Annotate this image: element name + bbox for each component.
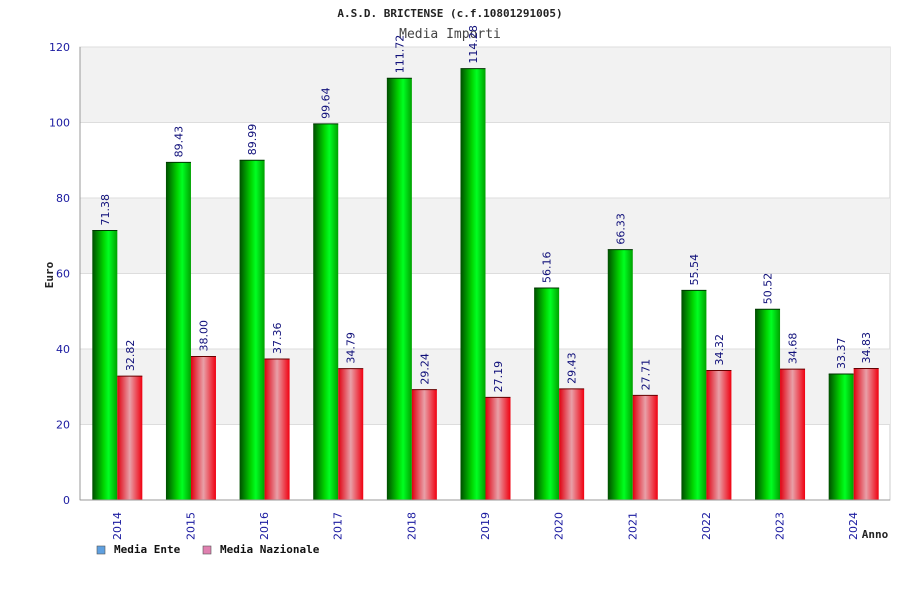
bar-media-nazionale (853, 368, 879, 500)
x-tick-label: 2014 (111, 512, 124, 540)
y-tick-label: 60 (56, 268, 70, 281)
data-label-media-ente: 50.52 (762, 273, 775, 305)
data-label-media-nazionale: 38.00 (197, 320, 210, 352)
data-label-media-nazionale: 32.82 (124, 340, 137, 372)
bar-media-nazionale (559, 388, 585, 500)
data-label-media-ente: 111.72 (393, 35, 406, 74)
bar-media-ente (681, 290, 707, 500)
bar-media-ente (92, 230, 118, 500)
data-label-media-nazionale: 34.83 (860, 332, 873, 364)
data-label-media-ente: 56.16 (541, 251, 554, 283)
x-tick-label: 2021 (626, 512, 639, 540)
data-label-media-ente: 71.38 (99, 194, 112, 226)
bar-media-ente (460, 68, 486, 500)
bar-media-ente (165, 162, 191, 501)
data-label-media-ente: 33.37 (835, 338, 848, 370)
bar-media-nazionale (485, 397, 511, 500)
x-tick-label: 2016 (258, 512, 271, 540)
data-label-media-nazionale: 27.19 (492, 361, 505, 393)
legend-label-nazionale: Media Nazionale (220, 543, 320, 556)
data-label-media-nazionale: 34.79 (345, 332, 358, 364)
bar-media-nazionale (190, 356, 216, 500)
x-axis: 2014 2015 2016 2017 2018 2019 2020 2021 2022 2023… (80, 499, 890, 540)
y-tick-label: 80 (56, 192, 70, 205)
bar-media-nazionale (411, 389, 437, 500)
x-tick-label: 2022 (700, 512, 713, 540)
data-label-media-ente: 114.28 (467, 25, 480, 64)
bar-media-ente (607, 249, 633, 500)
x-tick-label: 2015 (184, 512, 197, 540)
y-axis-label: Euro (43, 261, 56, 288)
legend: Media Ente Media Nazionale (96, 543, 320, 556)
bar-media-nazionale (706, 370, 732, 500)
x-tick-label: 2024 (847, 512, 860, 540)
data-label-media-ente: 55.54 (688, 254, 701, 286)
bar-media-nazionale (264, 358, 290, 500)
data-label-media-nazionale: 27.71 (639, 359, 652, 391)
x-tick-label: 2018 (405, 512, 418, 540)
bar-media-ente (239, 160, 265, 500)
bars: 71.38 32.82 89.43 38.00 89.99 37.36 99.64 34.79… (92, 25, 879, 501)
data-label-media-ente: 89.99 (246, 124, 259, 156)
y-tick-label: 0 (63, 494, 70, 507)
x-tick-label: 2020 (553, 512, 566, 540)
data-label-media-nazionale: 34.68 (787, 333, 800, 365)
y-tick-label: 100 (49, 117, 70, 130)
legend-swatch-ente (96, 545, 106, 555)
y-tick-label: 20 (56, 419, 70, 432)
y-tick-label: 40 (56, 343, 70, 356)
chart-subtitle: Media Importi (399, 27, 501, 42)
data-label-media-ente: 99.64 (320, 87, 333, 119)
bar-media-ente (755, 309, 781, 500)
data-label-media-nazionale: 34.32 (713, 334, 726, 366)
bar-media-ente (313, 123, 339, 500)
chart-title: A.S.D. BRICTENSE (c.f.10801291005) (337, 7, 562, 20)
legend-label-ente: Media Ente (114, 543, 181, 556)
data-label-media-nazionale: 29.24 (418, 353, 431, 385)
bar-media-nazionale (632, 395, 658, 500)
legend-swatch-nazionale (202, 545, 212, 555)
data-label-media-ente: 66.33 (614, 213, 627, 245)
x-axis-label: Anno (862, 528, 889, 541)
bar-media-ente (534, 287, 560, 500)
data-label-media-nazionale: 29.43 (566, 352, 579, 384)
bar-media-nazionale (117, 376, 143, 500)
y-axis: 0 20 40 60 80 100 120 (49, 41, 81, 507)
x-tick-label: 2023 (774, 512, 787, 540)
data-label-media-ente: 89.43 (172, 126, 185, 158)
bar-media-ente (386, 78, 412, 500)
bar-media-nazionale (338, 368, 364, 500)
data-label-media-nazionale: 37.36 (271, 322, 284, 354)
bar-media-ente (828, 374, 854, 500)
y-tick-label: 120 (49, 41, 70, 54)
bar-media-nazionale (780, 369, 806, 500)
x-tick-label: 2017 (332, 512, 345, 540)
x-tick-label: 2019 (479, 512, 492, 540)
